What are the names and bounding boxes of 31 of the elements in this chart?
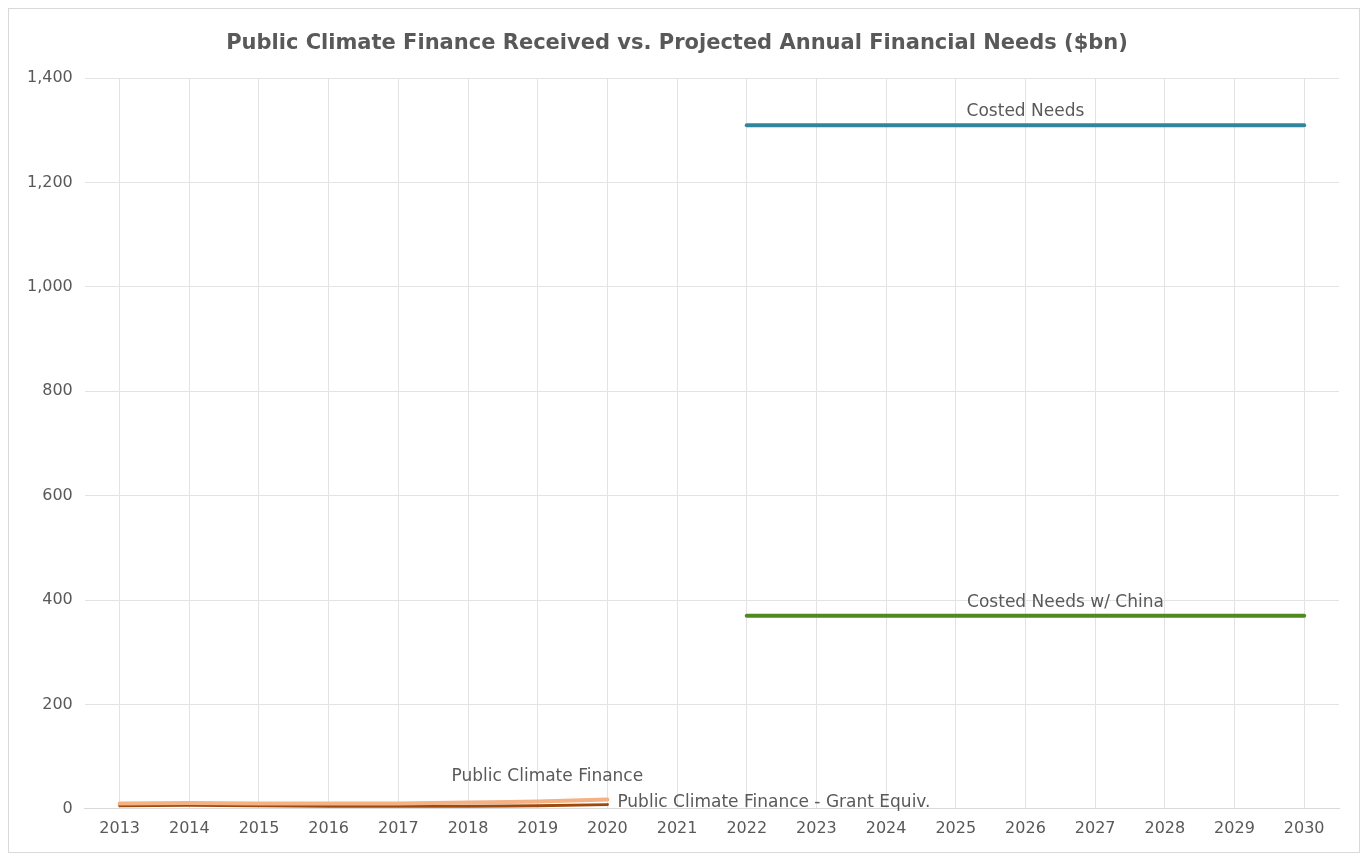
x-tick-label: 2017 [377,817,419,837]
series-label: Public Climate Finance - Grant Equiv. [617,790,931,811]
x-tick-label: 2016 [308,817,350,837]
x-tick-label: 2024 [865,817,907,837]
x-tick-label: 2019 [517,817,559,837]
x-tick-label: 2014 [168,817,210,837]
x-tick-label: 2013 [99,817,140,837]
chart-title: Public Climate Finance Received vs. Projected Annual Financial Needs ($bn) [226,30,1128,55]
y-tick-label: 400 [42,589,73,609]
y-tick-label: 800 [42,380,73,400]
y-tick-label: 1,400 [26,67,73,87]
series-label: Public Climate Finance [451,765,644,786]
x-tick-label: 2018 [447,817,489,837]
x-tick-label: 2021 [656,817,698,837]
x-tick-label: 2030 [1283,817,1325,837]
x-tick-label: 2028 [1144,817,1186,837]
y-tick-label: 200 [42,693,73,713]
y-tick-label: 0 [62,797,73,817]
x-tick-label: 2029 [1214,817,1255,837]
y-tick-label: 1,000 [26,276,73,296]
x-tick-label: 2020 [587,817,628,837]
x-tick-label: 2025 [935,817,977,837]
series-label: Costed Needs [966,100,1085,121]
series-label: Costed Needs w/ China [967,590,1164,611]
y-tick-label: 600 [42,484,73,504]
x-tick-label: 2023 [796,817,837,837]
x-tick-label: 2026 [1005,817,1046,837]
x-tick-label: 2015 [238,817,280,837]
y-tick-label: 1,200 [26,171,73,191]
x-tick-label: 2022 [726,817,768,837]
x-tick-label: 2027 [1074,817,1116,837]
